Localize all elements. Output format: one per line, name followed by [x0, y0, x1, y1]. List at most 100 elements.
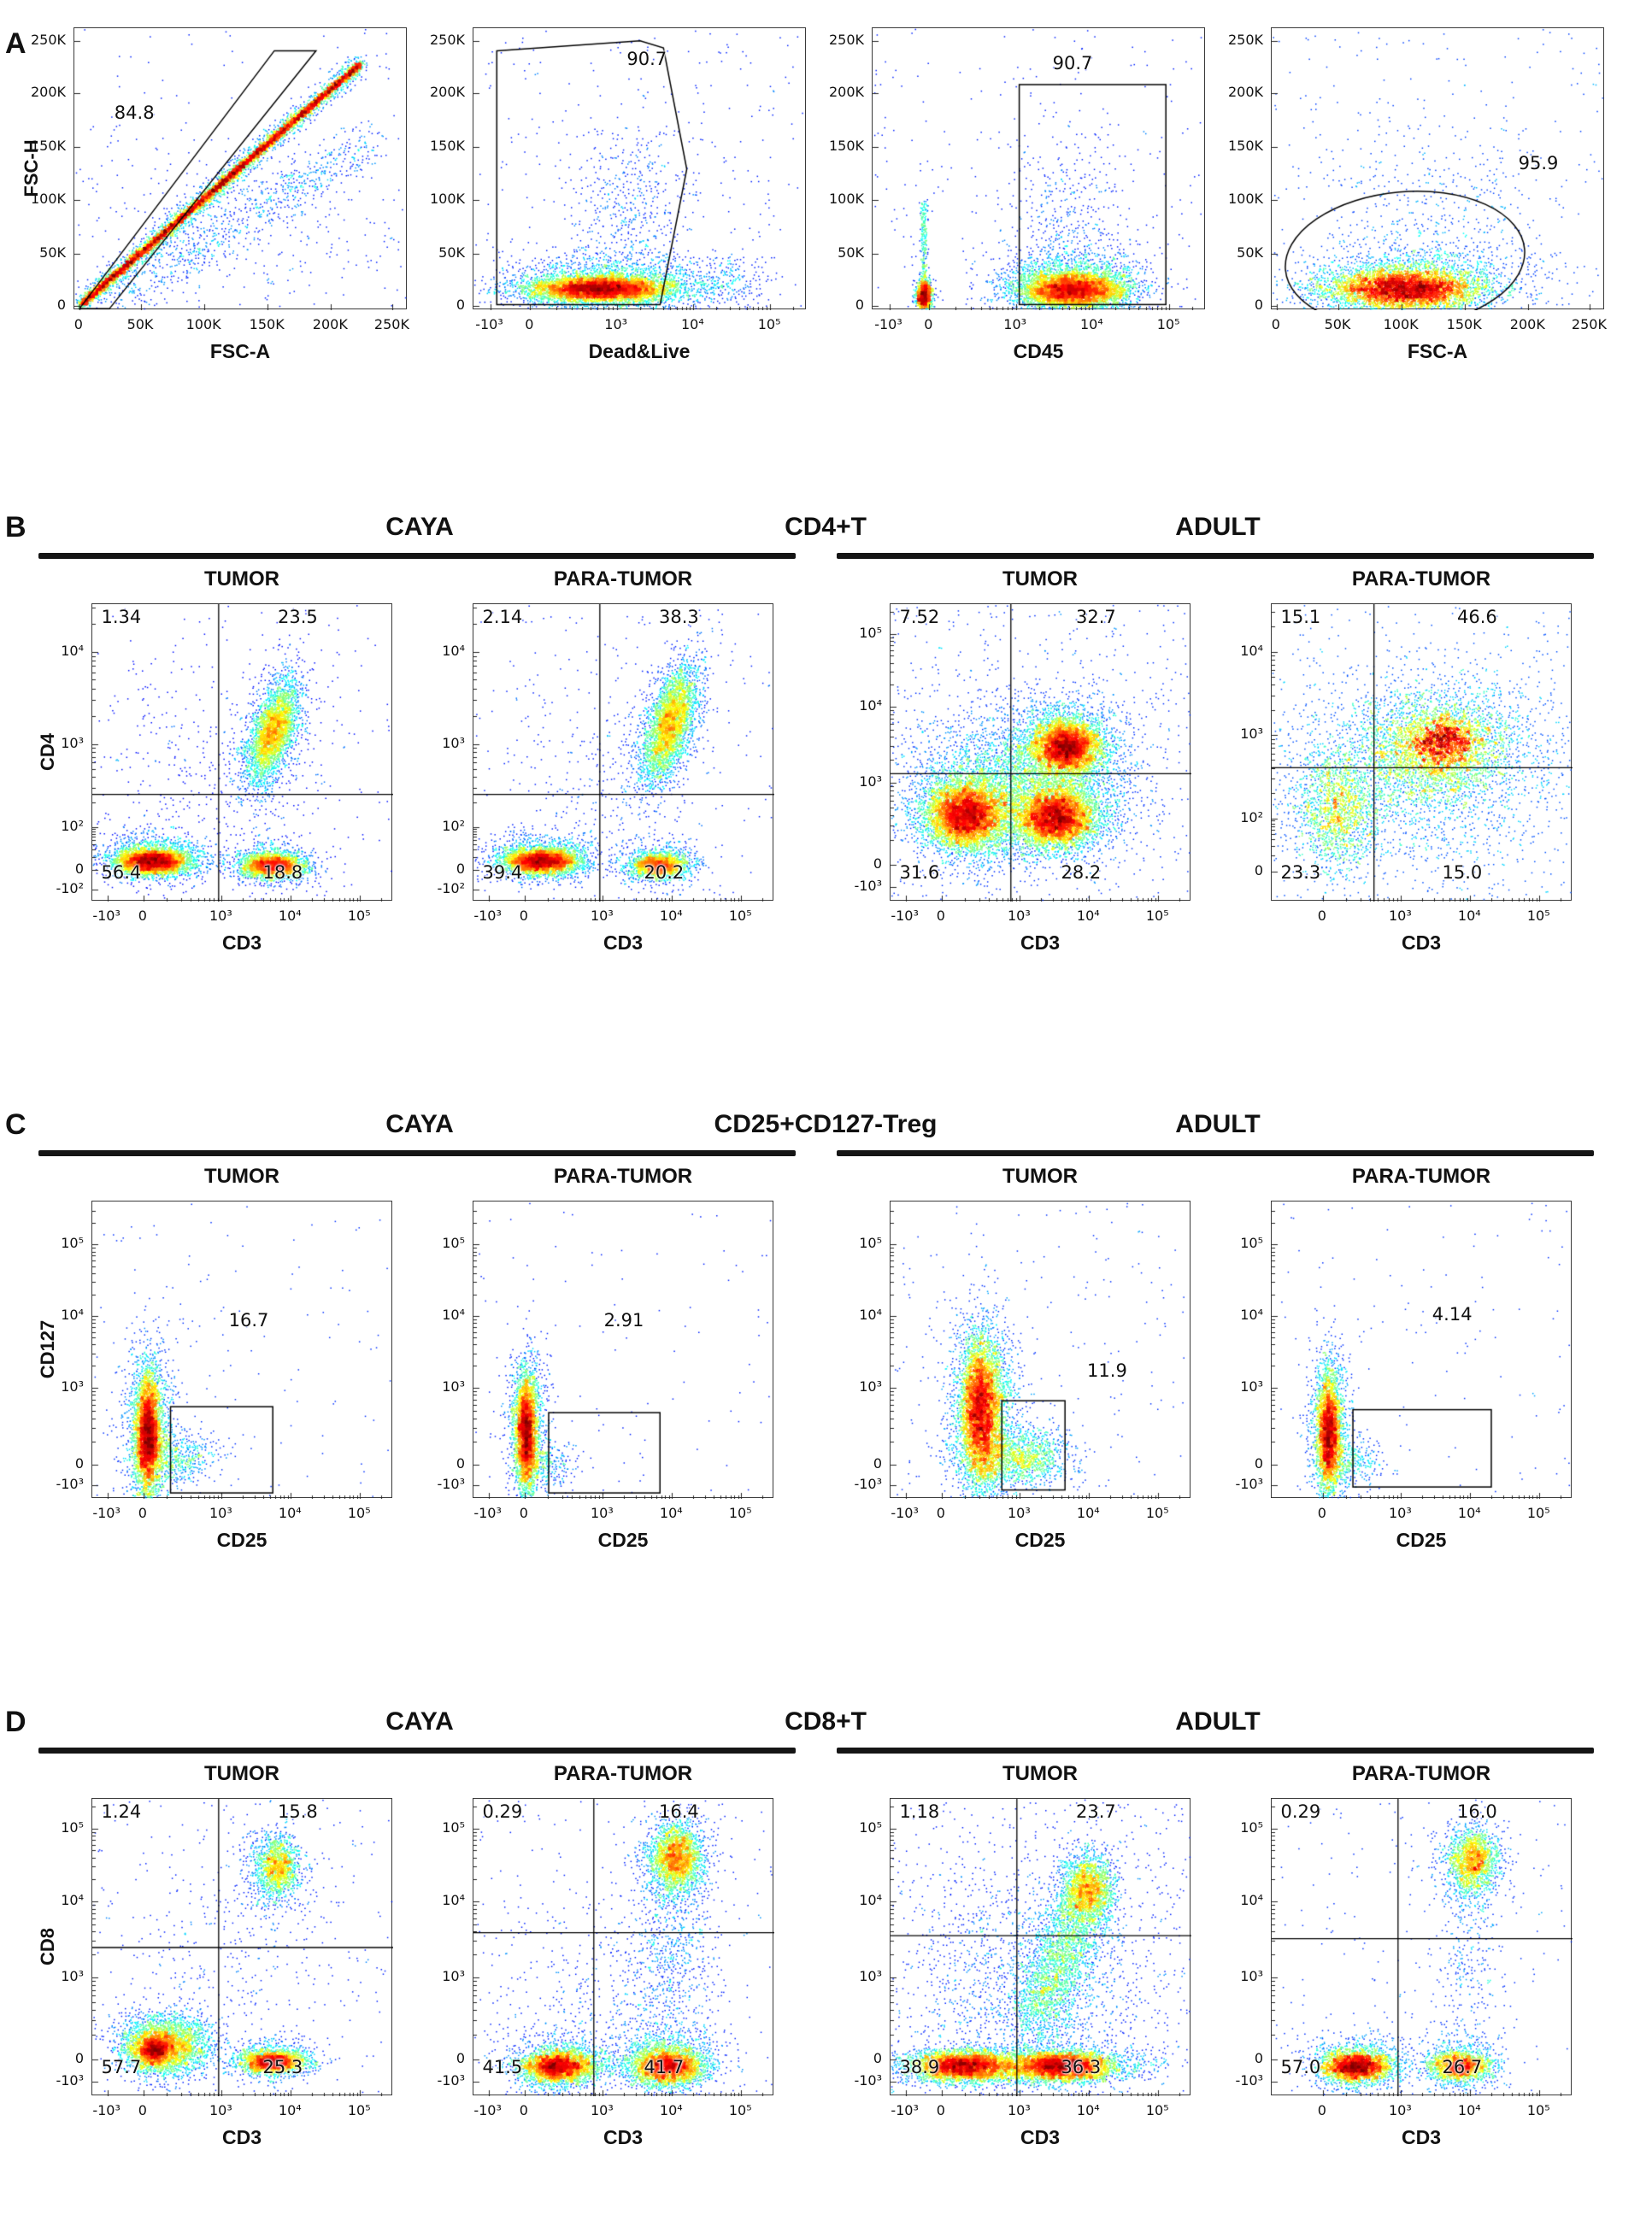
quadrant-percentage-ul: 1.34 [101, 607, 142, 627]
panel-b-plots-row: CD4 1.34 23.5 56.4 18.8 -10² 0 10² 10³ 10⁴ -10³ 0 10… [37, 603, 1652, 967]
x-tick-label: 250K [1571, 316, 1607, 332]
col-title-tumor: TUMOR [1002, 1165, 1078, 1188]
x-tick-label: -10³ [92, 1505, 121, 1521]
y-axis-title-wrap: FSC-H [21, 27, 42, 309]
x-axis-title: CD3 [603, 2126, 644, 2148]
plot-area-c-adult-paratumor: 4.14 [1271, 1201, 1573, 1499]
x-tick-label: 10³ [1003, 316, 1027, 332]
x-tick-label: 0 [138, 1505, 147, 1521]
flow-plot-a-lymphocytes: 95.9 0 50K 100K 150K 200K 250K 0 50K 100K 150K 200K… [1220, 27, 1619, 376]
quadrant-percentage-ur: 16.0 [1457, 1801, 1497, 1822]
flow-plot-a-live: 90.7 0 50K 100K 150K 200K 250K -10³ 0 10³ 10⁴ 10⁵ De… [421, 27, 820, 376]
panel-b: B CAYA CD4+T ADULT TUMOR PARA-TUMOR TUMO… [0, 511, 1652, 967]
y-tick-label: 10³ [859, 1967, 882, 1984]
x-tick-label: 10⁵ [1526, 908, 1550, 924]
y-tick-label: 0 [74, 1454, 84, 1472]
y-tick-label: 10⁵ [442, 1235, 465, 1252]
y-tick-label: 10⁴ [61, 642, 84, 659]
y-axis-title: CD127 [37, 1319, 58, 1379]
flow-plot-b-caya-tumor: CD4 1.34 23.5 56.4 18.8 -10² 0 10² 10³ 10⁴ -10³ 0 10… [37, 603, 420, 967]
y-tick-label: 0 [873, 2049, 882, 2066]
flow-plot-b-caya-paratumor: 2.14 38.3 39.4 20.2 -10² 0 10² 10³ 10⁴ -10³ 0 10³ 10… [420, 603, 801, 967]
x-axis-title: FSC-A [1407, 340, 1468, 362]
y-tick-label: 50K [1237, 244, 1263, 261]
panel-b-bars [0, 550, 1652, 564]
x-tick-label: 10³ [1007, 2102, 1031, 2118]
x-tick-label: 10⁴ [1076, 1505, 1100, 1521]
y-tick-label: -10³ [56, 2071, 84, 2089]
col-title-tumor: TUMOR [1002, 567, 1078, 590]
x-tick-label: 10⁴ [278, 908, 302, 924]
quadrant-percentage-ur: 23.5 [278, 607, 318, 627]
panel-d-center-title: CD8+T [785, 1707, 867, 1736]
plot-area-c-caya-paratumor: 2.91 [473, 1201, 774, 1499]
x-tick-label: 0 [519, 1505, 528, 1521]
y-tick-label: 10⁴ [61, 1892, 84, 1909]
y-tick-label: -10³ [854, 2071, 882, 2089]
caya-underline-bar [38, 1748, 796, 1754]
y-tick-label: 10⁵ [859, 1235, 882, 1252]
x-tick-label: 250K [373, 316, 409, 332]
y-tick-label: 10⁴ [859, 1892, 882, 1909]
x-tick-label: 0 [525, 316, 534, 332]
x-tick-label: 10³ [604, 316, 628, 332]
flow-plot-c-caya-tumor: CD127 16.7 -10³ 0 10³ 10⁴ 10⁵ -10³ 0 10³ 10⁴ 10⁵ CD2… [37, 1201, 420, 1565]
x-tick-label: 0 [1317, 908, 1326, 924]
panel-b-center-title: CD4+T [785, 513, 867, 541]
x-axis-title: FSC-A [209, 340, 271, 362]
panel-c-header: CAYA CD25+CD127-Treg ADULT [0, 1108, 1652, 1148]
y-tick-label: 10³ [1240, 1967, 1263, 1984]
adult-underline-bar [837, 553, 1594, 559]
x-tick-label: 10⁵ [347, 2102, 371, 2118]
quadrant-percentage-ur: 15.8 [278, 1801, 318, 1822]
quadrant-percentage-lr: 36.3 [1061, 2057, 1102, 2077]
col-title-para-tumor: PARA-TUMOR [1351, 1165, 1491, 1188]
panel-d-bars [0, 1745, 1652, 1759]
y-tick-label: 150K [1227, 137, 1263, 154]
plot-area-c-caya-tumor: 16.7 [91, 1201, 393, 1499]
y-tick-label: 250K [1227, 31, 1263, 48]
scatter-canvas [473, 1799, 774, 2096]
panel-d-column-titles: TUMOR PARA-TUMOR TUMOR PARA-TUMOR [0, 1759, 1652, 1795]
x-tick-label: 0 [1317, 2102, 1326, 2118]
quadrant-percentage-ll: 31.6 [899, 862, 940, 883]
plot-area-d-caya-paratumor: 0.29 16.4 41.5 41.7 [473, 1798, 774, 2096]
y-tick-label: 0 [74, 2049, 84, 2066]
gate-percentage: 11.9 [1087, 1360, 1127, 1382]
y-tick-label: 10⁴ [859, 1306, 882, 1323]
x-tick-label: 10⁵ [1526, 1505, 1550, 1521]
y-tick-label: 50K [39, 244, 66, 261]
panel-c-bars [0, 1148, 1652, 1161]
x-tick-label: 50K [1324, 316, 1351, 332]
y-tick-label: 10³ [442, 1378, 465, 1395]
scatter-canvas [891, 1799, 1191, 2096]
x-tick-label: -10³ [92, 908, 121, 924]
y-tick-label: 0 [873, 1454, 882, 1472]
x-tick-label: 0 [1271, 316, 1280, 332]
x-tick-label: 10⁴ [1457, 908, 1481, 924]
x-axis-title: CD3 [603, 931, 644, 954]
x-tick-label: 10³ [209, 2102, 232, 2118]
y-tick-label: 10⁴ [859, 697, 882, 714]
y-tick-label: -10² [56, 880, 84, 897]
quadrant-percentage-lr: 41.7 [644, 2057, 685, 2077]
x-tick-label: 10⁴ [1457, 1505, 1481, 1521]
caya-underline-bar [38, 553, 796, 559]
quadrant-percentage-lr: 25.3 [262, 2057, 303, 2077]
flow-plot-b-adult-paratumor: 15.1 46.6 23.3 15.0 0 10² 10³ 10⁴ 0 10³ 10⁴ 10⁵ CD3 [1218, 603, 1599, 967]
panel-c-caya-title: CAYA [385, 1110, 454, 1138]
x-tick-label: 0 [519, 2102, 528, 2118]
y-tick-label: 10³ [442, 1967, 465, 1984]
y-tick-label: -10² [437, 880, 465, 897]
y-tick-label: 10⁵ [859, 624, 882, 641]
y-tick-label: 0 [1254, 2049, 1263, 2066]
x-axis-title: CD3 [1020, 931, 1061, 954]
flow-plot-b-adult-tumor: 7.52 32.7 31.6 28.2 -10³ 0 10³ 10⁴ 10⁵ -10³ 0 10³ 10… [837, 603, 1218, 967]
y-tick-label: 50K [838, 244, 864, 261]
y-tick-label: 50K [438, 244, 465, 261]
x-tick-label: -10³ [475, 316, 503, 332]
x-tick-label: 10⁵ [347, 1505, 371, 1521]
quadrant-percentage-ll: 23.3 [1280, 862, 1321, 883]
gate-percentage: 90.7 [626, 49, 667, 70]
x-tick-label: 50K [126, 316, 154, 332]
